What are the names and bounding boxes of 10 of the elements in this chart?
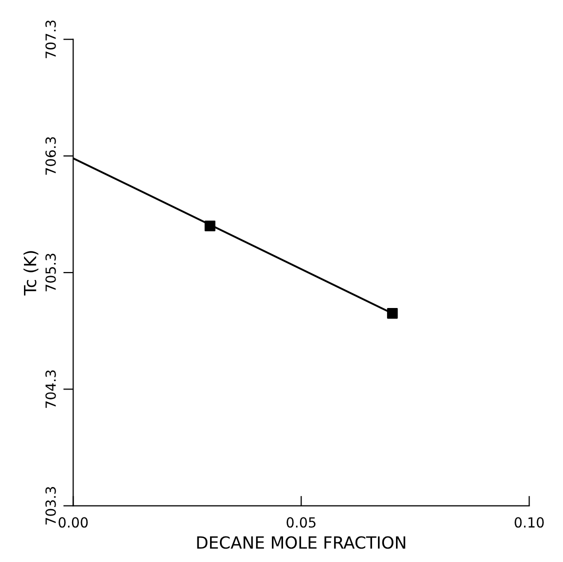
y-tick-label: 704.3 (45, 370, 56, 408)
x-tick-label: 0.00 (58, 517, 88, 528)
x-axis-title: DECANE MOLE FRACTION (197, 536, 406, 549)
y-tick-label: 705.3 (45, 254, 56, 292)
y-tick-label: 707.3 (45, 20, 56, 58)
y-axis-title: Tc (K) (23, 251, 38, 296)
x-tick-label: 0.05 (286, 517, 316, 528)
y-tick-label: 703.3 (45, 487, 56, 525)
x-tick-label: 0.10 (514, 517, 544, 528)
y-tick-label: 706.3 (45, 137, 56, 175)
